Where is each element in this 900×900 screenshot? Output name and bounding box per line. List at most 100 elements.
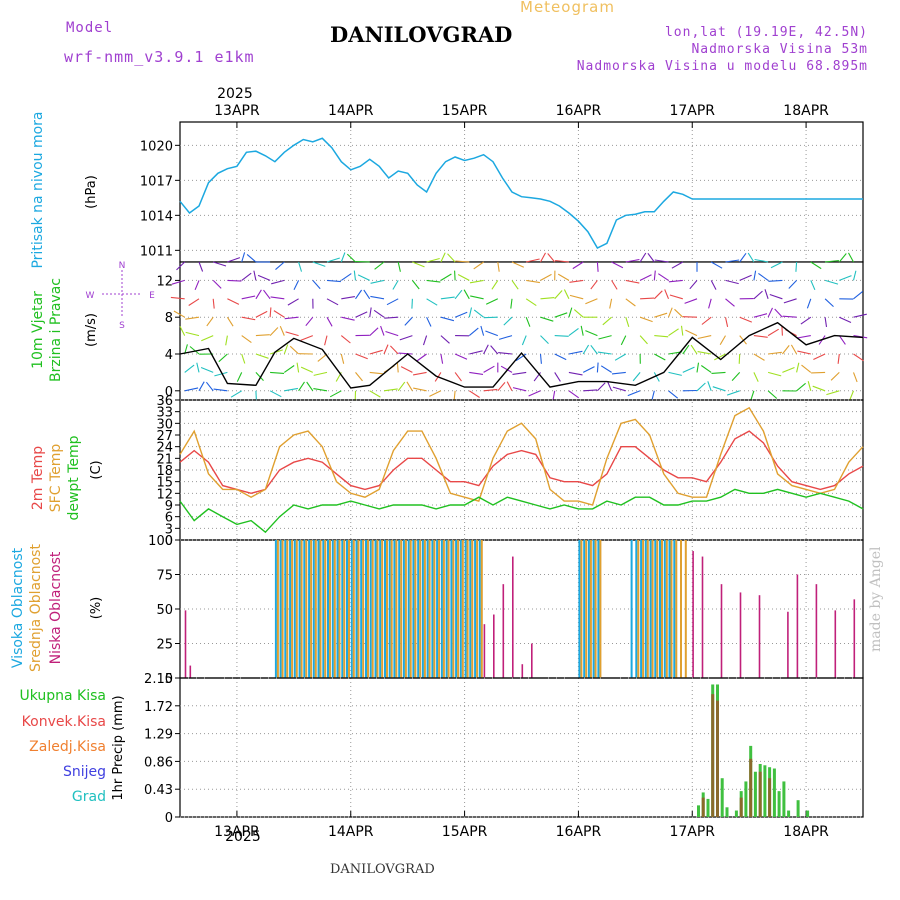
- high-cloud-bar: [384, 540, 386, 678]
- meteogram-label: Meteogram: [520, 0, 615, 16]
- dewpt-axis-label: dewpt Temp: [66, 435, 82, 520]
- wind-arrow: [824, 298, 834, 308]
- low-cloud-bar: [531, 643, 533, 678]
- wind-arrow: [293, 280, 300, 290]
- total-precip-bar: [787, 810, 791, 817]
- wind-arrow: [583, 389, 598, 392]
- wind-arrow: [324, 335, 328, 346]
- wind-arrow: [383, 344, 389, 355]
- wind-arrow: [572, 261, 584, 270]
- wind-arrow-field: [170, 252, 868, 401]
- mid-cloud-bar: [684, 540, 687, 678]
- mid-cloud-bar: [386, 540, 388, 678]
- wind-arrow: [812, 385, 826, 392]
- wind-arrow: [725, 279, 739, 285]
- wind-arrow: [639, 316, 653, 323]
- wind-arrow: [340, 335, 351, 344]
- wind-arrow: [700, 365, 712, 373]
- wind-arrow: [241, 353, 246, 364]
- high-cloud-bar: [578, 540, 581, 678]
- low-cloud-bar: [502, 584, 505, 678]
- wind-arrow: [218, 353, 228, 363]
- wind-arrow: [241, 295, 256, 300]
- precip-legend-item: Zaledj.Kisa: [29, 739, 106, 755]
- wind-arrow: [426, 279, 441, 283]
- wind-unit-label: (m/s): [84, 313, 99, 347]
- wind-arrow: [198, 381, 205, 392]
- date-label-bottom: 14APR: [328, 824, 374, 840]
- high-cloud-bar: [663, 540, 666, 678]
- wind-arrow: [270, 371, 285, 374]
- wind-arrow: [447, 253, 456, 263]
- wind-arrow: [810, 280, 816, 291]
- wind-arrow: [363, 289, 371, 300]
- date-label-bottom: 16APR: [556, 824, 602, 840]
- wind-arrow: [632, 372, 641, 382]
- wind-arrow: [397, 381, 406, 392]
- mid-cloud-bar: [585, 540, 588, 678]
- wind-arrow: [201, 335, 214, 342]
- wind-arrow: [483, 365, 495, 373]
- wind-arrow: [227, 257, 241, 263]
- mid-cloud-bar: [291, 540, 294, 678]
- model-elevation: Nadmorska Visina u modelu 68.895m: [576, 59, 868, 74]
- wind-arrow: [667, 307, 673, 318]
- wind-arrow: [515, 353, 527, 362]
- wind-arrow: [369, 371, 384, 375]
- temp2m-axis-label: 2m Temp: [30, 446, 46, 510]
- y-tick-label: 0: [165, 385, 173, 400]
- mid-cloud-bar: [371, 540, 374, 678]
- wind-arrow: [284, 316, 299, 320]
- high-cloud-bar: [407, 540, 410, 678]
- mid-cloud-bar: [480, 540, 483, 678]
- wind-arrow: [480, 325, 485, 336]
- wind-arrow: [253, 270, 257, 281]
- credit-label: made by Angel: [868, 546, 884, 653]
- pressure-line: [179, 137, 863, 249]
- date-label-bottom: 18APR: [783, 824, 829, 840]
- low-cloud-bar: [739, 592, 742, 678]
- wind-arrow: [830, 372, 840, 381]
- wind-arrow: [171, 279, 185, 285]
- sfc-temp-axis-label: SFC Temp: [48, 444, 64, 513]
- high-cloud-bar: [308, 540, 311, 678]
- wind-arrow: [285, 331, 299, 337]
- y-tick-label: 15: [156, 476, 173, 491]
- wind-arrow: [392, 280, 399, 290]
- wind-arrow: [690, 344, 698, 355]
- wind-arrow: [824, 279, 839, 285]
- mid-cloud-bar: [338, 540, 341, 678]
- wind-arrow: [404, 316, 413, 326]
- wind-arrow: [739, 274, 752, 281]
- mid-cloud-bar: [589, 540, 592, 678]
- wind-arrow: [563, 289, 570, 300]
- wind-arrow: [653, 372, 660, 382]
- mid-cloud-bar: [476, 540, 479, 678]
- y-tick-label: 0.43: [144, 783, 173, 798]
- wind-arrow: [188, 298, 200, 306]
- station-elevation: Nadmorska Visina 53m: [691, 42, 868, 57]
- wind-arrow: [275, 261, 285, 271]
- wind-arrow: [674, 308, 684, 318]
- wind-arrow: [614, 353, 627, 361]
- wind-arrow: [400, 366, 413, 373]
- mid-cloud-bar: [348, 540, 350, 678]
- mid-cloud-bar: [329, 540, 331, 678]
- temp-unit-label: (C): [89, 460, 104, 479]
- wind-arrow: [625, 258, 640, 263]
- wind-arrow: [457, 274, 470, 281]
- wind-arrow: [654, 259, 669, 263]
- wind-arrow: [554, 290, 563, 300]
- wind-arrow: [758, 272, 769, 281]
- wind-arrow: [298, 261, 303, 272]
- high-cloud-bar: [455, 540, 458, 678]
- wind-arrow: [767, 307, 773, 318]
- low-cloud-bar: [189, 665, 192, 678]
- wind-arrow: [708, 298, 712, 309]
- wind-arrow: [580, 325, 584, 336]
- wind-arrow: [469, 371, 484, 375]
- wind-arrow: [738, 353, 741, 364]
- high-cloud-bar: [369, 540, 372, 678]
- wind-arrow: [768, 279, 783, 282]
- high-cloud-bar: [402, 540, 405, 678]
